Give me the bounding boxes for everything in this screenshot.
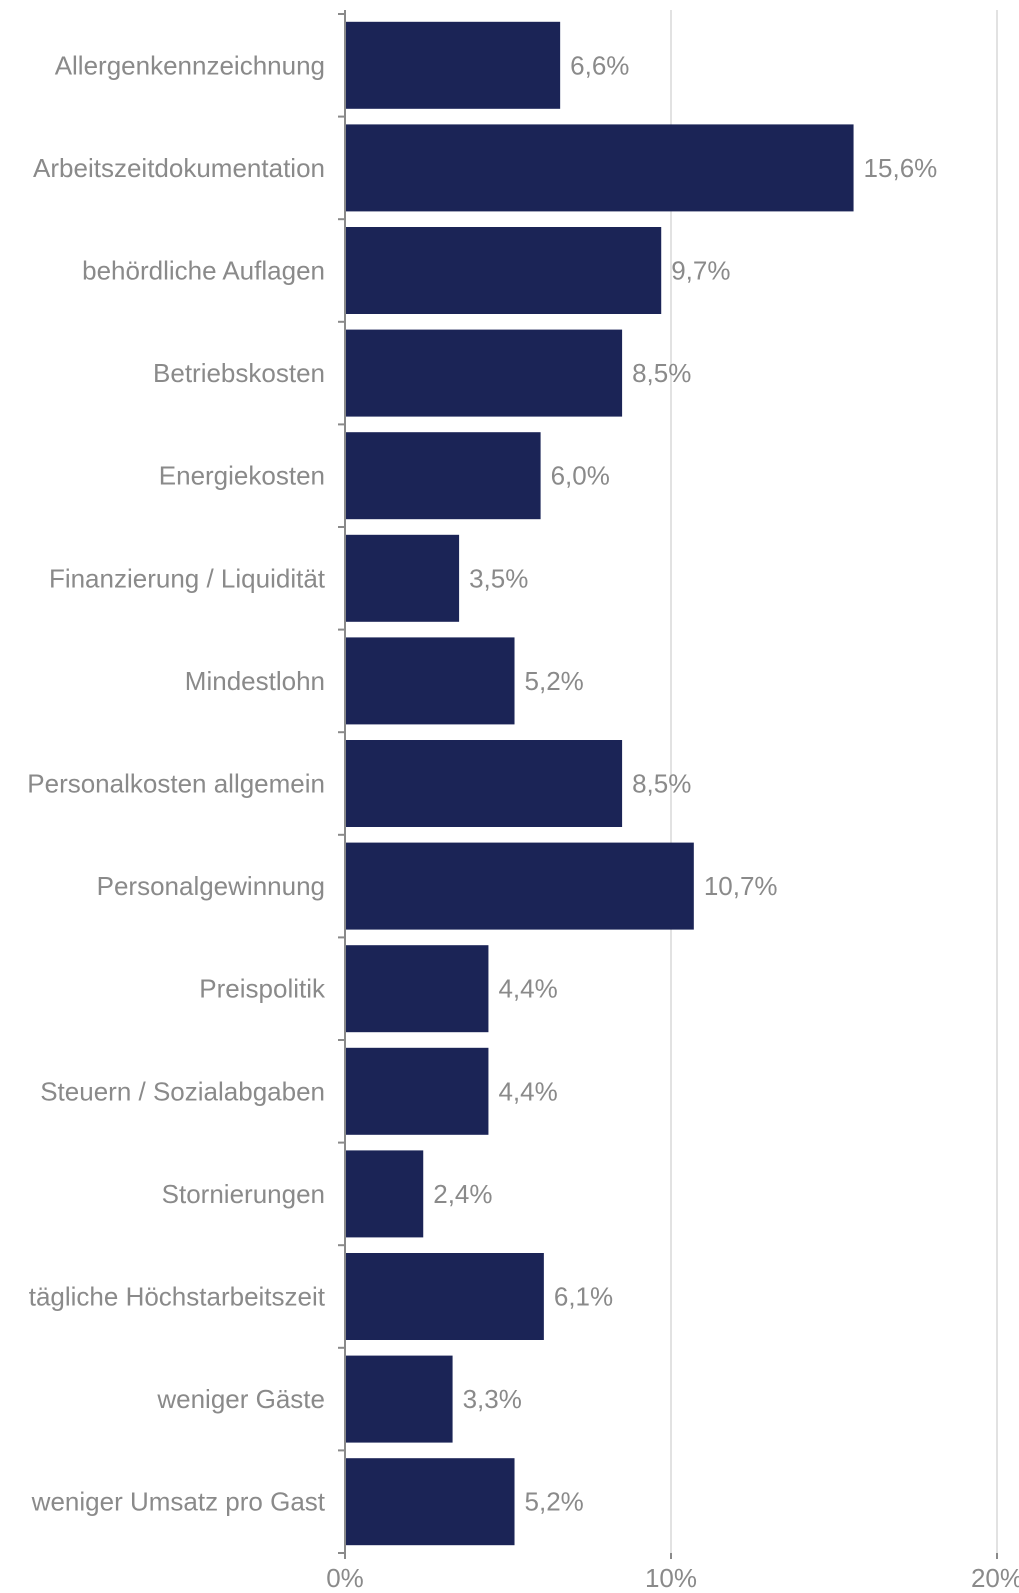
bar (345, 21, 561, 109)
data-label: 15,6% (864, 153, 938, 183)
category-label: Arbeitszeitdokumentation (33, 153, 325, 183)
bar (345, 1047, 489, 1135)
bar (345, 227, 662, 314)
bar (345, 637, 515, 725)
category-label: Personalkosten allgemein (27, 769, 325, 799)
category-label: Mindestlohn (185, 666, 325, 696)
category-label: Allergenkennzeichnung (55, 50, 325, 80)
data-label: 8,5% (632, 769, 691, 799)
data-label: 2,4% (433, 1179, 492, 1209)
data-label: 5,2% (525, 1487, 584, 1517)
bar (345, 534, 460, 622)
bar (345, 1458, 515, 1546)
data-label: 4,4% (498, 974, 557, 1004)
category-label: Preispolitik (199, 974, 326, 1004)
data-label: 3,5% (469, 563, 528, 593)
data-label: 6,6% (570, 50, 629, 80)
category-label: Finanzierung / Liquidität (49, 563, 326, 593)
category-label: Stornierungen (162, 1179, 325, 1209)
data-label: 4,4% (498, 1076, 557, 1106)
category-label: weniger Gäste (156, 1384, 325, 1414)
data-label: 6,0% (551, 461, 610, 491)
category-label: weniger Umsatz pro Gast (31, 1487, 326, 1517)
x-tick-label: 20% (971, 1563, 1019, 1593)
bar (345, 1355, 453, 1443)
category-label: Betriebskosten (153, 358, 325, 388)
label-layer: 0% 10% 20% Allergenkennzeichnung 6,6% Arbeits… (27, 50, 1019, 1593)
category-label: Personalgewinnung (97, 871, 325, 901)
category-label: behördliche Auflagen (82, 256, 325, 286)
bar (345, 945, 489, 1033)
bar (345, 329, 623, 417)
grid-layer (670, 10, 998, 1553)
x-tick-label: 10% (645, 1563, 697, 1593)
axis-layer (338, 10, 998, 1559)
data-label: 10,7% (704, 871, 778, 901)
bar (345, 124, 854, 212)
category-label: Steuern / Sozialabgaben (40, 1076, 325, 1106)
bar (345, 1253, 544, 1340)
data-label: 3,3% (463, 1384, 522, 1414)
category-label: Energiekosten (159, 461, 325, 491)
x-tick-label: 0% (326, 1563, 364, 1593)
data-label: 5,2% (525, 666, 584, 696)
bar-layer (345, 21, 854, 1546)
data-label: 8,5% (632, 358, 691, 388)
data-label: 6,1% (554, 1282, 613, 1312)
bar (345, 1150, 424, 1238)
category-label: tägliche Höchstarbeitszeit (29, 1282, 326, 1312)
bar (345, 432, 541, 520)
bar (345, 740, 623, 827)
bar (345, 842, 694, 930)
data-label: 9,7% (671, 256, 730, 286)
